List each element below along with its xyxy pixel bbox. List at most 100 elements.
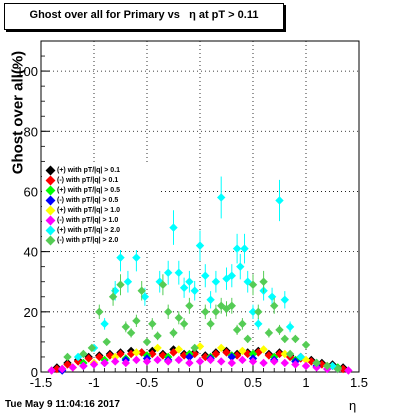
legend-label: (-) with pT/|q| > 2.0 <box>57 237 119 244</box>
legend: (+) with pT/|q| > 0.1 (-) with pT/|q| > 0… <box>42 164 160 250</box>
data-point <box>79 361 88 371</box>
data-point <box>227 301 236 310</box>
data-point <box>132 355 141 365</box>
data-point <box>179 283 189 292</box>
data-point <box>206 355 215 365</box>
data-point <box>243 334 252 344</box>
y-tick-label: 20 <box>24 305 38 320</box>
data-point <box>275 325 284 335</box>
series-layer <box>47 176 353 375</box>
data-point <box>254 307 263 317</box>
data-point <box>179 319 189 329</box>
data-point <box>248 349 258 359</box>
legend-entry: (-) with pT/|q| > 1.0 <box>42 215 160 226</box>
data-point <box>259 277 268 286</box>
footer-timestamp: Tue May 9 11:04:16 2017 <box>5 399 120 410</box>
data-point <box>344 366 353 375</box>
legend-label: (+) with pT/|q| > 0.1 <box>57 167 121 174</box>
data-point <box>174 345 183 354</box>
data-point <box>169 348 178 357</box>
x-tick-label: 1.5 <box>350 375 368 390</box>
data-point <box>232 325 242 335</box>
legend-label: (+) with pT/|q| > 2.0 <box>57 227 121 234</box>
data-point <box>201 271 210 280</box>
tick-label-layer: -1.5 -1 -0.5 0 0.5 1 1.5 0 20 40 60 80 100 <box>16 64 368 390</box>
data-point <box>280 349 289 359</box>
data-point <box>89 360 99 369</box>
legend-marker <box>45 225 56 236</box>
y-tick-label: 60 <box>24 184 38 199</box>
data-point <box>227 358 236 368</box>
data-point <box>169 223 178 232</box>
legend-entry: (-) with pT/|q| > 0.1 <box>42 175 160 186</box>
data-point <box>121 322 130 332</box>
series-6 <box>73 176 337 371</box>
data-point <box>227 271 236 280</box>
data-point <box>280 334 289 344</box>
legend-label: (+) with pT/|q| > 0.5 <box>57 187 121 194</box>
data-point <box>227 352 236 362</box>
data-point <box>164 268 173 277</box>
data-point <box>73 357 83 366</box>
data-point <box>100 319 109 329</box>
data-point <box>280 295 289 304</box>
data-point <box>195 342 205 351</box>
data-point <box>254 319 263 329</box>
x-tick-label: 0 <box>196 375 203 390</box>
data-point <box>259 358 268 368</box>
data-point <box>275 196 284 205</box>
data-point <box>153 343 162 353</box>
data-point <box>137 286 146 295</box>
legend-marker <box>45 205 56 216</box>
data-point <box>240 244 249 253</box>
legend-entry: (-) with pT/|q| > 0.5 <box>42 195 160 206</box>
data-point <box>296 352 305 362</box>
data-point <box>206 319 215 329</box>
data-point <box>132 348 141 357</box>
data-point <box>248 280 258 289</box>
legend-label: (-) with pT/|q| > 1.0 <box>57 217 119 224</box>
data-point <box>301 361 311 371</box>
legend-label: (-) with pT/|q| > 0.5 <box>57 197 119 204</box>
data-point <box>123 277 133 286</box>
data-point <box>248 307 258 317</box>
x-axis-label: η <box>349 398 357 413</box>
data-point <box>238 319 247 329</box>
y-tick-label: 100 <box>16 64 38 79</box>
data-point <box>211 307 221 317</box>
data-point <box>68 363 77 372</box>
series-7 <box>63 270 342 374</box>
y-tick-label: 0 <box>31 365 38 380</box>
data-point <box>190 343 199 353</box>
data-point <box>63 352 72 362</box>
data-point <box>95 307 104 317</box>
data-point <box>47 366 56 375</box>
data-point <box>195 357 205 366</box>
data-point <box>132 253 141 262</box>
data-point <box>217 193 226 202</box>
x-tick-label: -1 <box>88 375 100 390</box>
data-point <box>142 337 152 347</box>
data-point <box>126 328 136 338</box>
data-point <box>285 349 295 359</box>
data-point <box>153 355 162 365</box>
legend-marker <box>45 185 56 196</box>
y-axis-label: Ghost over all(%) <box>9 50 27 175</box>
data-point <box>291 360 300 369</box>
data-point <box>285 322 295 332</box>
x-tick-label: -0.5 <box>136 375 158 390</box>
data-point <box>259 345 268 354</box>
data-point <box>164 307 173 317</box>
data-point <box>201 307 210 317</box>
data-point <box>270 301 279 310</box>
data-point <box>79 349 88 359</box>
data-point <box>158 280 168 289</box>
x-tick-label: -1.5 <box>30 375 52 390</box>
data-point <box>58 364 67 374</box>
legend-marker <box>45 215 56 226</box>
data-point <box>217 343 226 353</box>
data-point <box>142 357 152 366</box>
data-point <box>323 361 332 371</box>
y-tick-label: 80 <box>24 124 38 139</box>
